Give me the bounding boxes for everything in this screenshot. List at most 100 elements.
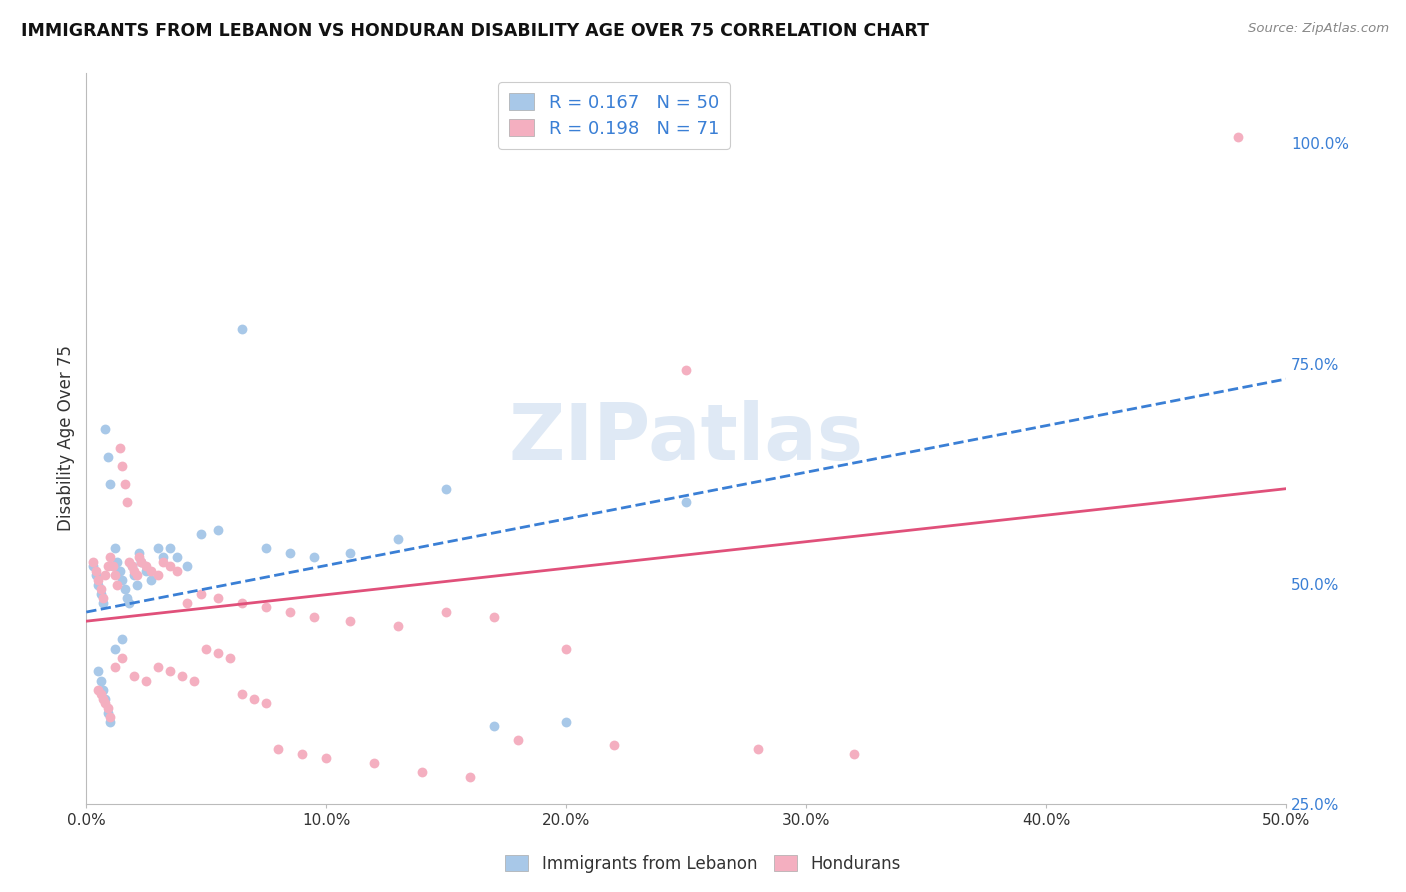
Point [254, 541, 277, 555]
Point [747, 742, 769, 756]
Point [108, 564, 131, 578]
Point [339, 614, 361, 628]
Point [101, 559, 124, 574]
Point [114, 477, 136, 491]
Point [118, 555, 141, 569]
Legend: R = 0.167   N = 50, R = 0.198   N = 71: R = 0.167 N = 50, R = 0.198 N = 71 [498, 82, 730, 148]
Point [108, 441, 131, 455]
Point [1226, 130, 1249, 145]
Y-axis label: Disability Age Over 75: Disability Age Over 75 [58, 345, 75, 532]
Point [94, 691, 117, 706]
Point [124, 824, 146, 838]
Point [207, 646, 229, 660]
Point [107, 577, 129, 591]
Point [98, 550, 121, 565]
Point [159, 541, 181, 555]
Point [555, 714, 578, 729]
Point [118, 596, 141, 610]
Point [166, 550, 188, 565]
Point [842, 747, 865, 761]
Point [98, 710, 121, 724]
Point [94, 422, 117, 436]
Point [148, 568, 170, 582]
Point [482, 719, 505, 733]
Point [339, 546, 361, 560]
Point [267, 742, 290, 756]
Point [508, 733, 530, 747]
Point [121, 559, 143, 574]
Point [291, 747, 314, 761]
Point [254, 697, 277, 711]
Point [183, 673, 205, 688]
Point [98, 714, 121, 729]
Point [124, 669, 146, 683]
Point [139, 564, 162, 578]
Point [91, 691, 114, 706]
Point [219, 650, 242, 665]
Point [104, 568, 127, 582]
Point [91, 682, 114, 697]
Text: Source: ZipAtlas.com: Source: ZipAtlas.com [1249, 22, 1389, 36]
Text: ZIPatlas: ZIPatlas [509, 401, 863, 476]
Point [434, 482, 457, 496]
Point [315, 751, 337, 765]
Point [176, 596, 198, 610]
Point [104, 660, 127, 674]
Point [135, 564, 157, 578]
Point [458, 770, 481, 784]
Legend: Immigrants from Lebanon, Hondurans: Immigrants from Lebanon, Hondurans [498, 848, 908, 880]
Point [91, 596, 114, 610]
Point [363, 756, 385, 770]
Point [675, 495, 697, 509]
Point [195, 641, 218, 656]
Point [278, 605, 301, 619]
Point [207, 591, 229, 606]
Point [84, 564, 107, 578]
Point [121, 559, 143, 574]
Point [172, 669, 194, 683]
Point [94, 568, 117, 582]
Point [131, 555, 153, 569]
Point [107, 555, 129, 569]
Point [87, 665, 110, 679]
Point [84, 568, 107, 582]
Point [115, 591, 138, 606]
Point [87, 682, 110, 697]
Point [148, 541, 170, 555]
Point [124, 564, 146, 578]
Point [135, 673, 157, 688]
Point [190, 527, 212, 541]
Point [131, 555, 153, 569]
Point [94, 697, 117, 711]
Point [176, 559, 198, 574]
Point [434, 605, 457, 619]
Point [243, 691, 266, 706]
Point [111, 458, 134, 473]
Point [152, 555, 174, 569]
Point [124, 568, 146, 582]
Point [111, 632, 134, 647]
Point [97, 559, 120, 574]
Point [482, 609, 505, 624]
Point [159, 559, 181, 574]
Point [87, 577, 110, 591]
Point [101, 559, 124, 574]
Point [104, 641, 127, 656]
Point [125, 568, 148, 582]
Point [302, 550, 325, 565]
Point [90, 687, 112, 701]
Point [207, 523, 229, 537]
Text: IMMIGRANTS FROM LEBANON VS HONDURAN DISABILITY AGE OVER 75 CORRELATION CHART: IMMIGRANTS FROM LEBANON VS HONDURAN DISA… [21, 22, 929, 40]
Point [115, 495, 138, 509]
Point [603, 738, 626, 752]
Point [190, 587, 212, 601]
Point [139, 573, 162, 587]
Point [90, 587, 112, 601]
Point [97, 450, 120, 464]
Point [114, 582, 136, 597]
Point [302, 609, 325, 624]
Point [555, 641, 578, 656]
Point [231, 322, 253, 336]
Point [159, 665, 181, 679]
Point [111, 573, 134, 587]
